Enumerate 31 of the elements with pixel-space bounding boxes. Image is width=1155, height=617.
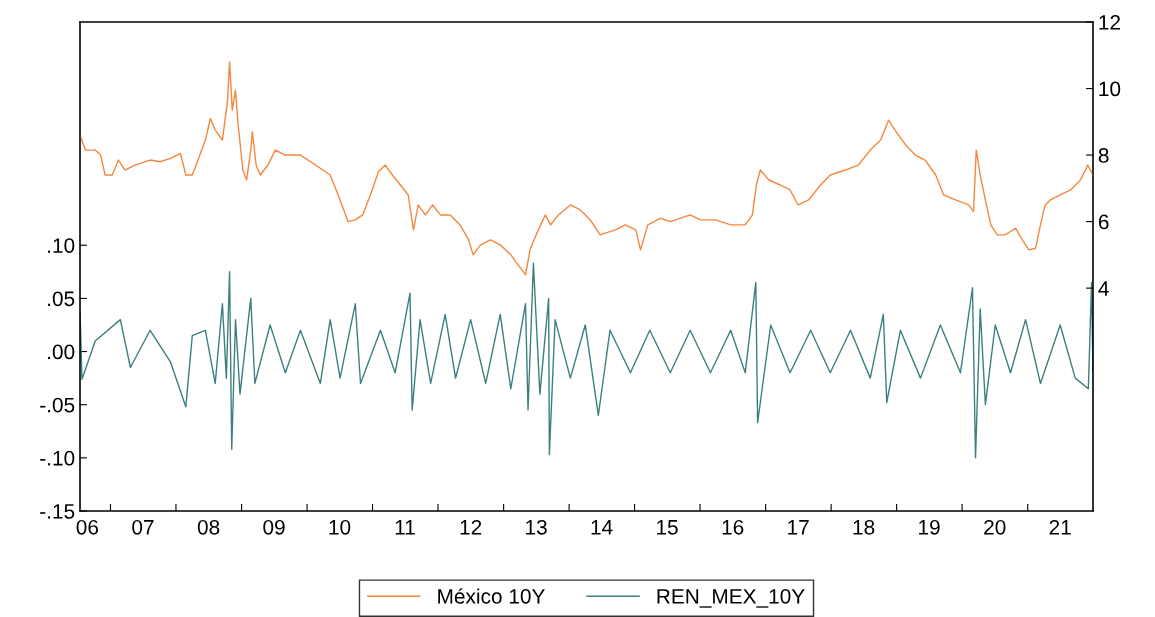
x-tick-label: 07	[132, 519, 154, 535]
x-tick-label: 21	[1049, 519, 1071, 535]
x-tick-label: 19	[919, 519, 940, 535]
y2-tick-label: 12	[1099, 15, 1120, 30]
x-tick-label: 16	[722, 519, 744, 535]
y2-tick-label: 4	[1098, 281, 1109, 296]
legend-label: REN_MEX_10Y	[657, 588, 805, 608]
y2-tick-label: 8	[1098, 148, 1109, 163]
x-tick-label: 20	[984, 519, 1006, 535]
y-tick-label: .00	[48, 344, 75, 360]
legend-label: México 10Y	[438, 588, 545, 604]
x-tick-label: 17	[788, 520, 809, 535]
x-tick-label: 15	[657, 520, 678, 535]
y-tick-label: -.10	[40, 450, 75, 466]
x-tick-label: 12	[460, 519, 482, 535]
x-tick-label: 06	[76, 519, 99, 535]
x-tick-label: 11	[395, 520, 415, 535]
y2-tick-label: 10	[1099, 81, 1121, 97]
line-series	[80, 262, 1093, 459]
y2-tick-label: 6	[1098, 214, 1109, 230]
x-tick-label: 18	[853, 519, 875, 535]
x-tick-label: 10	[329, 519, 351, 535]
line-series	[80, 61, 1093, 276]
y-tick-label: -.05	[40, 397, 75, 413]
x-tick-label: 13	[526, 519, 547, 535]
y-tick-label: -.15	[40, 504, 75, 519]
y-tick-label: .10	[48, 238, 75, 253]
y-tick-label: .05	[48, 291, 75, 307]
x-tick-label: 08	[197, 519, 220, 535]
x-tick-label: 14	[591, 520, 613, 535]
x-tick-label: 09	[263, 519, 285, 535]
